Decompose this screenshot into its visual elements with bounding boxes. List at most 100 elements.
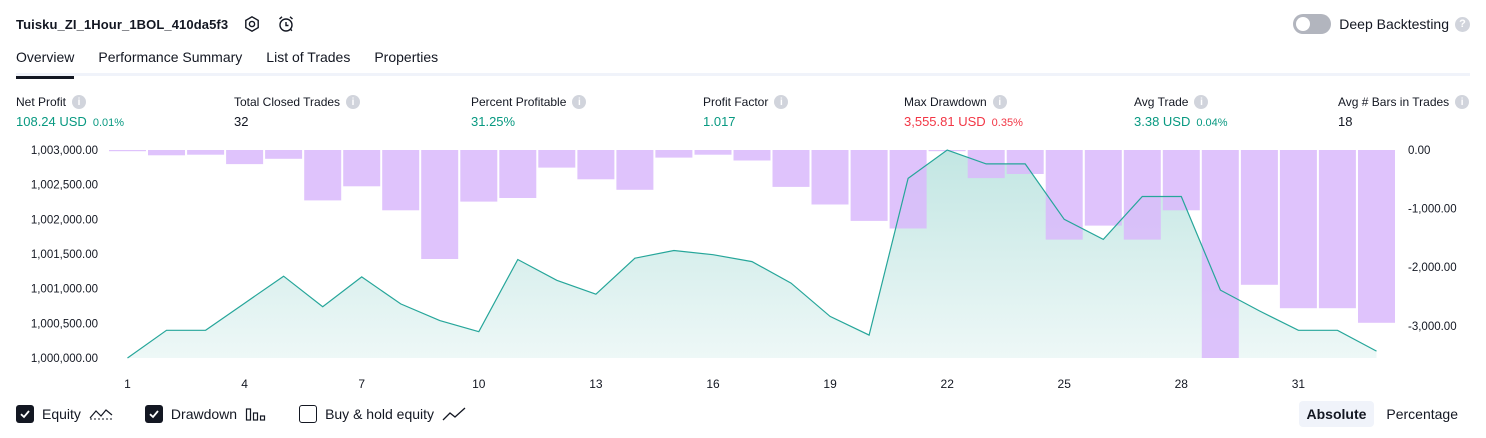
left-axis-tick-label: 1,002,000.00 [31,214,98,226]
legend-equity-label: Equity [42,406,81,422]
x-axis-tick-label: 10 [472,377,486,391]
x-axis-tick-label: 31 [1292,377,1306,391]
info-icon[interactable]: i [774,95,788,109]
tab-properties[interactable]: Properties [374,44,438,76]
drawdown-bar [499,150,536,198]
x-axis-tick-label: 22 [941,377,955,391]
drawdown-bar [1319,150,1356,308]
info-icon[interactable]: i [346,95,360,109]
drawdown-bar [265,150,302,159]
right-axis-tick-label: -1,000.00 [1408,204,1457,216]
legend-drawdown[interactable]: Drawdown [145,405,267,423]
x-axis-tick-label: 28 [1175,377,1189,391]
metric-label: Avg # Bars in Trades [1338,95,1449,109]
x-axis-tick-label: 4 [241,377,248,391]
drawdown-bar [382,150,419,210]
absolute-button[interactable]: Absolute [1299,401,1375,427]
drawdown-bar [577,150,614,179]
metric-label: Avg Trade [1134,95,1188,109]
drawdown-bar [1202,150,1239,358]
metric-label: Max Drawdown [904,95,987,109]
drawdown-bar [1280,150,1317,308]
metric-label: Net Profit [16,95,66,109]
drawdown-bar [812,150,849,205]
profit-factor-value: 1.017 [703,114,736,129]
metric-percent-profitable: Percent Profitable i 31.25% [471,94,586,129]
left-axis-tick-label: 1,001,000.00 [31,284,98,296]
drawdown-bar [226,150,263,164]
equity-checkbox[interactable] [16,405,34,423]
metric-label: Profit Factor [703,95,768,109]
metric-avg-bars: Avg # Bars in Trades i 18 [1338,94,1469,129]
check-icon [19,408,31,420]
settings-icon[interactable] [242,14,262,34]
drawdown-bar [655,150,692,158]
metric-avg-trade: Avg Trade i 3.38 USD 0.04% [1134,94,1228,129]
drawdown-bar [734,150,771,161]
tab-bar: Overview Performance Summary List of Tra… [16,44,1470,76]
avg-trade-value: 3.38 USD [1134,114,1190,129]
x-axis-tick-label: 16 [706,377,720,391]
check-icon [148,408,160,420]
net-profit-value: 108.24 USD [16,114,87,129]
equity-line-icon [89,406,113,422]
percent-profitable-value: 31.25% [471,114,515,129]
drawdown-bar [421,150,458,259]
legend-buy-hold-label: Buy & hold equity [325,406,434,422]
metric-profit-factor: Profit Factor i 1.017 [703,94,788,129]
drawdown-bar [1124,150,1161,240]
metric-net-profit: Net Profit i 108.24 USD 0.01% [16,94,124,129]
avg-trade-pct: 0.04% [1196,117,1227,129]
trend-line-icon [442,406,466,422]
x-axis-tick-label: 7 [358,377,365,391]
percentage-button[interactable]: Percentage [1378,401,1466,427]
deep-backtesting-toggle[interactable] [1293,14,1331,34]
x-axis-tick-label: 13 [589,377,603,391]
legend-equity[interactable]: Equity [16,405,113,423]
avg-bars-value: 18 [1338,114,1352,129]
drawdown-bar [343,150,380,186]
add-alert-icon[interactable] [276,14,296,34]
bar-chart-icon [245,406,267,422]
right-axis-tick-label: -3,000.00 [1408,321,1457,333]
tab-list-of-trades[interactable]: List of Trades [266,44,350,76]
drawdown-bar [148,150,185,155]
info-icon[interactable]: i [1455,95,1469,109]
deep-backtesting-label: Deep Backtesting [1339,16,1449,32]
drawdown-bar [1358,150,1395,323]
left-axis-tick-label: 1,003,000.00 [31,145,98,157]
info-icon[interactable]: i [993,95,1007,109]
drawdown-bar [1163,150,1200,210]
x-axis-tick-label: 25 [1058,377,1072,391]
metric-max-drawdown: Max Drawdown i 3,555.81 USD 0.35% [904,94,1023,129]
info-icon[interactable]: i [1194,95,1208,109]
info-icon[interactable]: i [72,95,86,109]
info-icon[interactable]: i [572,95,586,109]
max-drawdown-pct: 0.35% [992,117,1023,129]
left-axis-tick-label: 1,001,500.00 [31,249,98,261]
left-axis-tick-label: 1,000,500.00 [31,318,98,330]
help-icon[interactable]: ? [1455,17,1470,32]
left-axis-tick-label: 1,002,500.00 [31,180,98,192]
legend-buy-hold[interactable]: Buy & hold equity [299,405,466,423]
total-closed-trades-value: 32 [234,114,248,129]
drawdown-bar [538,150,575,168]
equity-drawdown-chart[interactable]: 1,000,000.00 1,000,500.00 1,001,000.00 1,00… [0,138,1486,396]
deep-backtesting: Deep Backtesting ? [1293,12,1470,36]
drawdown-bar [1085,150,1122,226]
tab-overview[interactable]: Overview [16,44,74,76]
buy-hold-checkbox[interactable] [299,405,317,423]
metric-total-closed-trades: Total Closed Trades i 32 [234,94,360,129]
tab-performance-summary[interactable]: Performance Summary [98,44,242,76]
strategy-name: Tuisku_ZI_1Hour_1BOL_410da5f3 [16,17,228,32]
drawdown-bar [460,150,497,202]
drawdown-bar [616,150,653,190]
drawdown-bar [109,150,146,151]
drawdown-checkbox[interactable] [145,405,163,423]
x-axis-tick-label: 19 [823,377,837,391]
chart-legend: Equity Drawdown Buy & hold equity [16,403,498,425]
drawdown-bar [695,150,732,155]
right-axis-tick-label: -2,000.00 [1408,262,1457,274]
max-drawdown-value: 3,555.81 USD [904,114,986,129]
drawdown-bar [187,150,224,155]
